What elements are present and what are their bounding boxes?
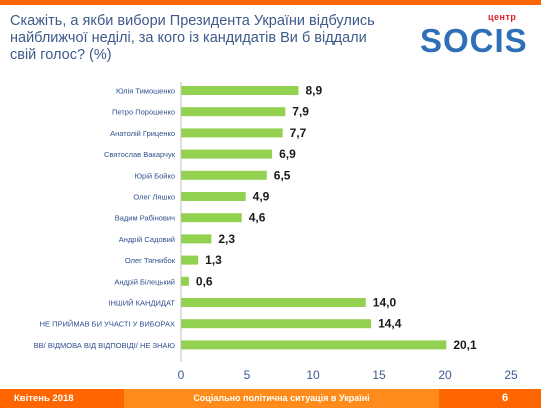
category-label: Вадим Рабінович bbox=[115, 214, 175, 223]
x-tick-label: 15 bbox=[372, 368, 386, 382]
category-label: ВВ/ ВІДМОВА ВІД ВІДПОВІДІ/ НЕ ЗНАЮ bbox=[34, 341, 176, 350]
bar bbox=[181, 319, 372, 329]
category-label: Юрій Бойко bbox=[134, 171, 175, 180]
footer-caption: Соціально політична ситуація в Україні bbox=[124, 389, 439, 408]
bar bbox=[181, 340, 447, 350]
category-label: Олег Тягнибок bbox=[125, 256, 176, 265]
value-label: 0,6 bbox=[196, 274, 213, 288]
bar bbox=[181, 213, 242, 223]
category-label: Олег Ляшко bbox=[133, 193, 175, 202]
page-number: 6 bbox=[501, 392, 509, 404]
category-label: Андрій Садовий bbox=[119, 235, 175, 244]
logo-wordmark: SOCIS bbox=[420, 22, 528, 59]
category-label: Андрій Білецький bbox=[114, 277, 175, 286]
x-tick-label: 10 bbox=[306, 368, 320, 382]
x-tick-label: 0 bbox=[178, 368, 185, 382]
chart-title: Скажіть, а якби вибори Президента Україн… bbox=[10, 13, 375, 63]
value-label: 7,9 bbox=[292, 105, 309, 119]
value-label: 14,4 bbox=[378, 317, 402, 331]
bar bbox=[181, 276, 189, 286]
value-label: 4,9 bbox=[253, 190, 270, 204]
x-axis-ticks: 0 5 10 15 20 25 bbox=[178, 368, 518, 382]
socis-logo: центр SOCIS bbox=[420, 12, 535, 60]
category-labels: Юлія Тимошенко Петро Порошенко Анатолій Гр… bbox=[34, 87, 176, 350]
logo-subtitle: центр bbox=[488, 12, 517, 22]
value-label: 7,7 bbox=[290, 126, 307, 140]
bar bbox=[181, 149, 273, 159]
category-label: Петро Порошенко bbox=[112, 108, 175, 117]
bar bbox=[181, 255, 199, 265]
bar bbox=[181, 86, 299, 95]
bars bbox=[181, 86, 447, 350]
category-label: НЕ ПРИЙМАВ БИ УЧАСТІ У ВИБОРАХ bbox=[40, 320, 175, 329]
bar bbox=[181, 107, 286, 117]
top-accent-bar bbox=[0, 0, 541, 5]
x-tick-label: 25 bbox=[504, 368, 518, 382]
value-label: 6,5 bbox=[274, 168, 291, 182]
value-label: 4,6 bbox=[249, 211, 266, 225]
value-label: 6,9 bbox=[279, 147, 296, 161]
category-label: Юлія Тимошенко bbox=[116, 87, 175, 96]
value-label: 1,3 bbox=[205, 253, 222, 267]
value-label: 8,9 bbox=[305, 84, 322, 98]
category-label: ІНШИЙ КАНДИДАТ bbox=[108, 299, 175, 308]
bar bbox=[181, 298, 366, 307]
bar bbox=[181, 234, 212, 244]
category-label: Анатолій Гриценко bbox=[110, 129, 175, 138]
footer-date: Квітень 2018 bbox=[14, 393, 74, 404]
value-label: 2,3 bbox=[218, 232, 235, 246]
bar-chart: Юлія Тимошенко Петро Порошенко Анатолій Гр… bbox=[34, 82, 518, 382]
category-label: Святослав Вакарчук bbox=[104, 150, 176, 159]
bar bbox=[181, 192, 246, 201]
footer-bar: Квітень 2018 Соціально політична ситуаці… bbox=[0, 389, 541, 408]
value-label: 20,1 bbox=[453, 338, 477, 352]
x-tick-label: 20 bbox=[438, 368, 452, 382]
bar bbox=[181, 170, 267, 180]
value-labels: 8,9 7,9 7,7 6,9 6,5 4,9 4,6 2,3 1,3 0,6 14,0 14,4 20… bbox=[196, 84, 477, 352]
x-tick-label: 5 bbox=[244, 368, 251, 382]
bar bbox=[181, 128, 283, 138]
value-label: 14,0 bbox=[373, 296, 397, 310]
